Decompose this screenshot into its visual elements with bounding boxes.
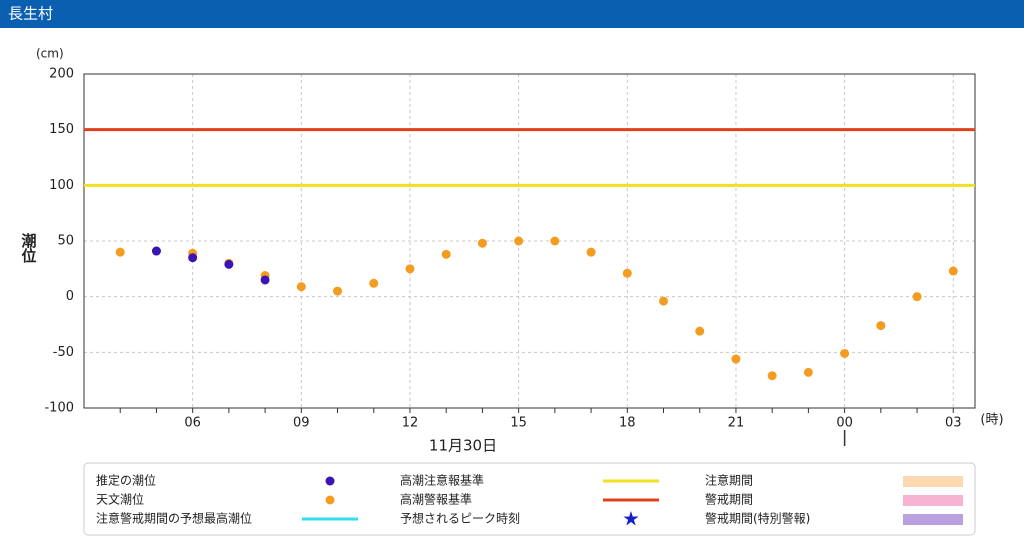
legend-box [83, 462, 976, 536]
point [767, 371, 777, 381]
point [188, 253, 198, 263]
header-bar [0, 0, 1024, 28]
legend-label: 注意期間 [705, 473, 753, 488]
point [441, 249, 451, 259]
legend-label: 天文潮位 [96, 492, 144, 507]
x-unit: (時) [980, 413, 1003, 428]
legend-label: 高潮注意報基準 [400, 473, 484, 488]
point [803, 367, 813, 377]
y-tick-label: 150 [49, 122, 74, 137]
legend-star [623, 511, 639, 526]
header-title: 長生村 [8, 5, 53, 23]
plot-frame [83, 73, 976, 409]
legend-label: 警戒期間(特別警報) [705, 511, 810, 526]
y-unit: (cm) [36, 47, 64, 61]
date-label: 11月30日 [429, 437, 497, 455]
legend-rect [903, 495, 963, 506]
x-tick-label: 03 [945, 416, 962, 431]
legend-rect [903, 514, 963, 525]
point [876, 321, 886, 331]
point [731, 354, 741, 364]
y-tick-label: 0 [66, 289, 74, 304]
x-tick-label: 12 [402, 416, 419, 431]
point [514, 236, 524, 246]
point [224, 259, 234, 269]
point [405, 264, 415, 274]
point [550, 236, 560, 246]
legend-dot [325, 495, 335, 505]
legend-label: 高潮警報基準 [400, 492, 472, 507]
y-tick-label: 200 [49, 67, 74, 82]
point [695, 326, 705, 336]
y-tick-label: -100 [44, 401, 74, 416]
legend-label: 推定の潮位 [96, 473, 156, 488]
legend-label: 注意警戒期間の予想最高潮位 [96, 511, 252, 526]
x-tick-label: 21 [728, 416, 745, 431]
legend-rect [903, 476, 963, 487]
legend-dot [325, 476, 335, 486]
point [369, 278, 379, 288]
point [622, 268, 632, 278]
y-tick-label: 100 [49, 178, 74, 193]
legend-label: 予想されるピーク時刻 [400, 511, 520, 526]
y-tick-label: -50 [53, 345, 74, 360]
point [840, 348, 850, 358]
x-tick-label: 15 [510, 416, 527, 431]
point [296, 282, 306, 292]
point [477, 238, 487, 248]
x-tick-label: 09 [293, 416, 310, 431]
point [586, 247, 596, 257]
point [948, 266, 958, 276]
point [260, 275, 270, 285]
point [151, 246, 161, 256]
point [912, 292, 922, 302]
point [115, 247, 125, 257]
y-label: 潮位 [20, 232, 38, 263]
x-tick-label: 00 [836, 416, 853, 431]
x-tick-label: 06 [184, 416, 201, 431]
legend-label: 警戒期間 [705, 492, 753, 507]
point [333, 286, 343, 296]
x-tick-label: 18 [619, 416, 636, 431]
y-tick-label: 50 [57, 234, 74, 249]
point [659, 296, 669, 306]
